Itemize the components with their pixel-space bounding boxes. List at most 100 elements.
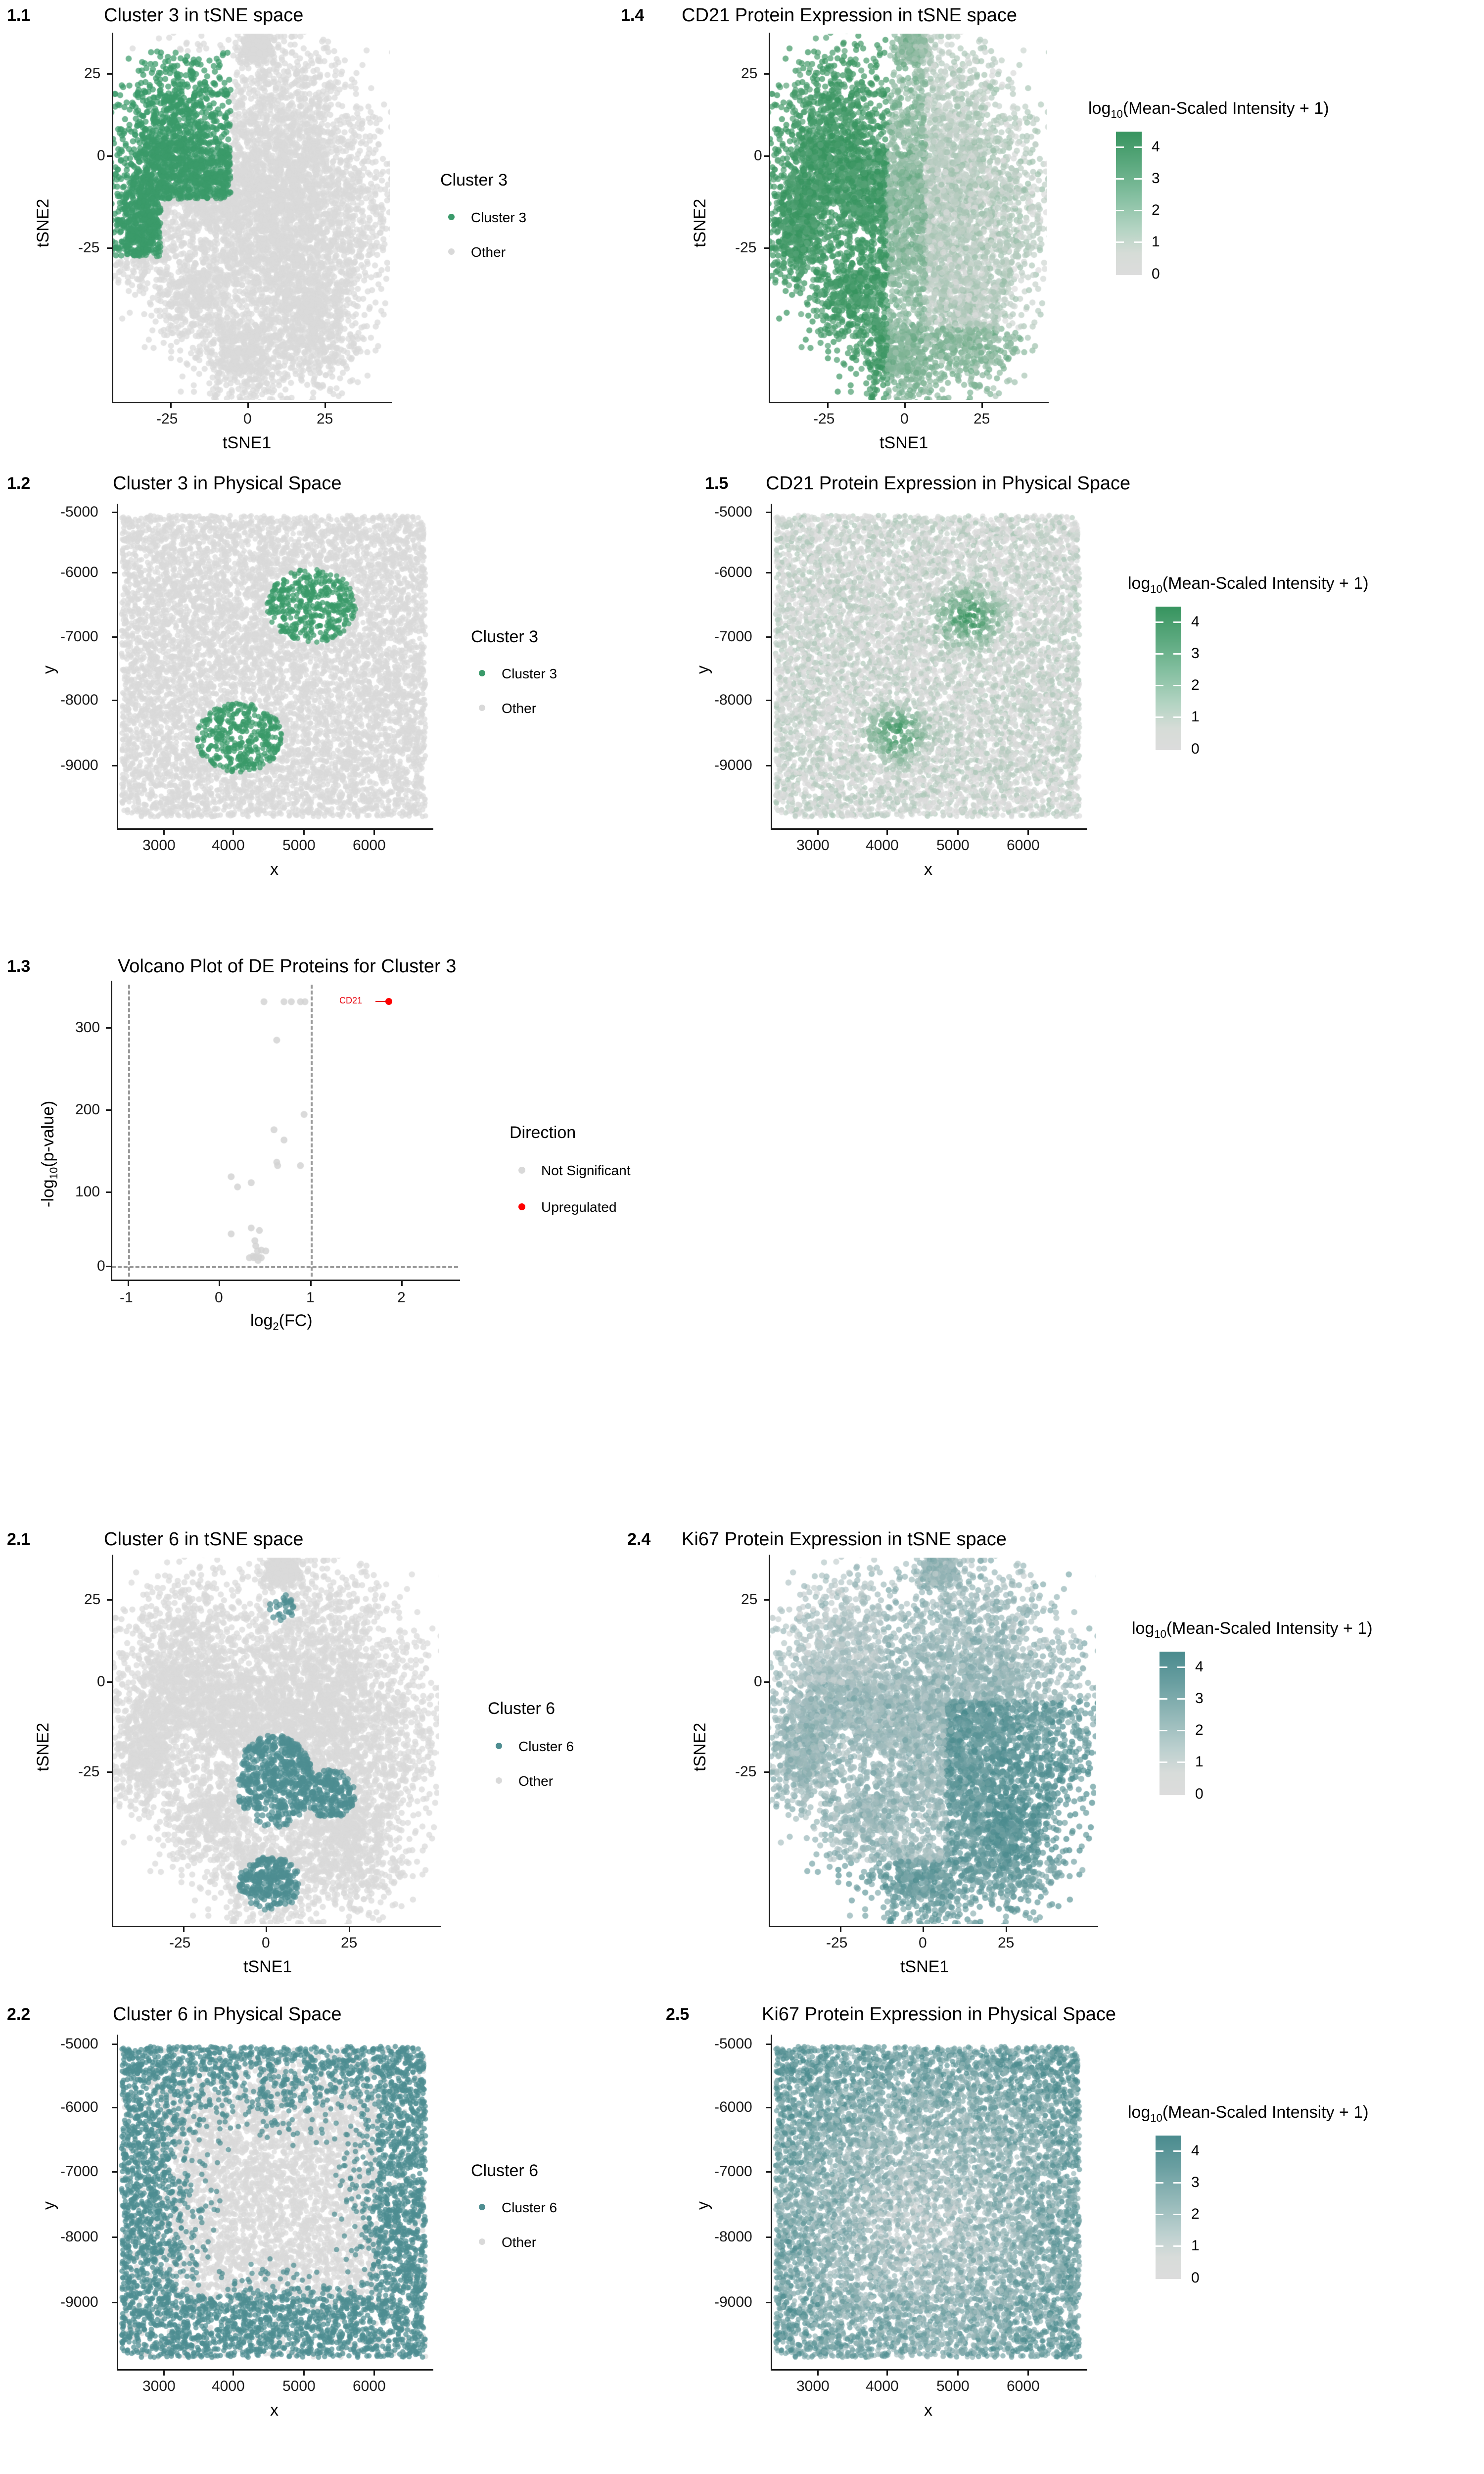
y-ticklabel-1-2-5000: -5000 <box>60 504 98 520</box>
x-axis-label-1-5: x <box>924 860 932 879</box>
plot-area-1-4 <box>770 34 1047 400</box>
cbar25-label-0: 0 <box>1191 2270 1200 2286</box>
panel-title-1-4: CD21 Protein Expression in tSNE space <box>682 5 1017 26</box>
x-tick-2-2-b <box>232 2371 234 2376</box>
y-tick-2-2-d <box>112 2236 117 2238</box>
y-tick-2-5-e <box>766 2302 771 2303</box>
scatter-canvas-1-1 <box>113 34 390 400</box>
x-axis-line-1-1 <box>112 402 392 403</box>
scatter-canvas-1-4 <box>770 34 1047 400</box>
panel-number-1-3: 1.3 <box>7 957 31 976</box>
y-axis-line-2-2 <box>117 2035 118 2370</box>
y-ticklabel-1-5-9000: -9000 <box>714 757 752 773</box>
x-axis-label-1-3: log2(FC) <box>250 1311 313 1333</box>
panel-number-2-4: 2.4 <box>627 1530 651 1549</box>
x-ticklabel-1-2-6000: 6000 <box>353 837 386 854</box>
panel-title-1-2: Cluster 3 in Physical Space <box>113 473 342 494</box>
cbar-label-0: 0 <box>1152 266 1160 282</box>
y-ticklabel-2-2-6000: -6000 <box>60 2099 98 2115</box>
panel-2-5: 2.5 Ki67 Protein Expression in Physical … <box>569 1989 1484 2454</box>
y-axis-line-2-4 <box>769 1555 770 1927</box>
plot-area-1-3 <box>112 985 458 1277</box>
y-ticklabel-1-1-0: 0 <box>97 147 105 164</box>
x-ticklabel-1-1-0: 0 <box>243 411 252 427</box>
y-tick-2-1-c <box>107 1771 112 1773</box>
cbar-tick-3 <box>1116 178 1124 180</box>
legend-title-cluster3-a: Cluster 3 <box>440 171 508 190</box>
x-ticklabel-2-2-6000: 6000 <box>353 2378 386 2394</box>
gene-label-cd21: CD21 <box>339 996 363 1005</box>
y-ticklabel-2-4-25: 25 <box>741 1591 758 1608</box>
panel-2-1: 2.1 Cluster 6 in tSNE space 25 0 -25 -25… <box>0 1509 574 1989</box>
cbar-tick-1 <box>1116 241 1124 243</box>
cbar24-label-1: 1 <box>1195 1754 1204 1770</box>
y-axis-line-1-3 <box>111 981 112 1281</box>
plot-area-2-2 <box>118 2039 429 2365</box>
y-axis-line-1-4 <box>769 33 770 403</box>
x-ticklabel-2-4-25: 25 <box>998 1935 1015 1951</box>
y-ticklabel-2-4-m25: -25 <box>735 1763 757 1780</box>
y-ticklabel-2-5-7000: -7000 <box>714 2163 752 2180</box>
y-tick-1-5-a <box>766 512 771 513</box>
y-tick-2-2-e <box>112 2302 117 2303</box>
cbar24-tick-3 <box>1159 1698 1167 1700</box>
x-tick-2-2-a <box>163 2371 165 2376</box>
cbar24-tick-3b <box>1177 1698 1185 1700</box>
x-ticklabel-2-2-5000: 5000 <box>282 2378 316 2394</box>
y-tick-1-5-e <box>766 765 771 766</box>
x-axis-line-2-4 <box>769 1926 1098 1927</box>
y-ticklabel-1-4-25: 25 <box>741 65 758 82</box>
y-tick-1-5-d <box>766 700 771 701</box>
y-axis-line-1-2 <box>117 504 118 829</box>
panel-title-1-1: Cluster 3 in tSNE space <box>104 5 304 26</box>
y-ticklabel-2-5-5000: -5000 <box>714 2036 752 2052</box>
y-axis-line-1-5 <box>771 504 772 829</box>
panel-1-5: 1.5 CD21 Protein Expression in Physical … <box>569 460 1484 905</box>
x-axis-line-1-3 <box>111 1280 460 1281</box>
y-axis-label-2-5: y <box>694 2201 712 2210</box>
legend-swatch-notsig-1 <box>518 1167 525 1174</box>
x-tick-2-1-c <box>349 1927 350 1932</box>
colorbar-rest-text-15: (Mean-Scaled Intensity + 1) <box>1162 574 1369 593</box>
cbar-tick-2 <box>1116 210 1124 211</box>
colorbar-rest-text-25: (Mean-Scaled Intensity + 1) <box>1162 2103 1369 2122</box>
y-axis-label-1-2: y <box>40 666 58 674</box>
x-tick-1-3-1 <box>310 1281 312 1286</box>
legend-swatch-other-a <box>448 248 455 255</box>
x-ticklabel-2-5-3000: 3000 <box>796 2378 830 2394</box>
x-tick-1-5-c <box>957 830 959 835</box>
x-tick-2-1-a <box>183 1927 185 1932</box>
cbar15-tick-4b <box>1173 621 1181 623</box>
y-tick-2-2-b <box>112 2107 117 2108</box>
colorbar-rest-text-24: (Mean-Scaled Intensity + 1) <box>1166 1619 1373 1638</box>
panel-title-1-5: CD21 Protein Expression in Physical Spac… <box>766 473 1131 494</box>
cbar15-label-1: 1 <box>1191 709 1200 725</box>
cbar-label-1: 1 <box>1152 234 1160 250</box>
legend-label-notsig-1: Not Significant <box>541 1163 631 1178</box>
y-axis-label-1-1: tSNE2 <box>34 198 52 247</box>
x-axis-line-2-5 <box>771 2369 1087 2371</box>
x-tick-1-2-b <box>232 830 234 835</box>
x-tick-1-4-a <box>827 403 829 408</box>
cbar-label-3: 3 <box>1152 170 1160 187</box>
y-tick-1-5-c <box>766 636 771 638</box>
y-tick-2-1-a <box>107 1599 112 1601</box>
cbar15-tick-2b <box>1173 685 1181 686</box>
x-tick-2-5-a <box>817 2371 819 2376</box>
cbar25-tick-2b <box>1173 2214 1181 2215</box>
legend-title-cluster6-b: Cluster 6 <box>471 2161 539 2180</box>
cbar-label-4: 4 <box>1152 139 1160 155</box>
plot-area-1-2 <box>118 508 429 824</box>
cbar15-tick-1b <box>1173 716 1181 718</box>
x-ticklabel-1-2-5000: 5000 <box>282 837 316 854</box>
panel-number-1-4: 1.4 <box>621 6 645 25</box>
y-ticklabel-1-3-300: 300 <box>75 1019 100 1036</box>
cbar24-tick-2 <box>1159 1730 1167 1731</box>
cbar24-tick-1b <box>1177 1761 1185 1763</box>
x-tick-1-2-c <box>303 830 305 835</box>
legend-label-cluster6-b: Cluster 6 <box>502 2200 557 2215</box>
cbar15-label-3: 3 <box>1191 645 1200 662</box>
cbar15-tick-4 <box>1156 621 1163 623</box>
y-ticklabel-1-1-m25: -25 <box>78 239 100 256</box>
y-axis-line-1-1 <box>112 33 113 403</box>
